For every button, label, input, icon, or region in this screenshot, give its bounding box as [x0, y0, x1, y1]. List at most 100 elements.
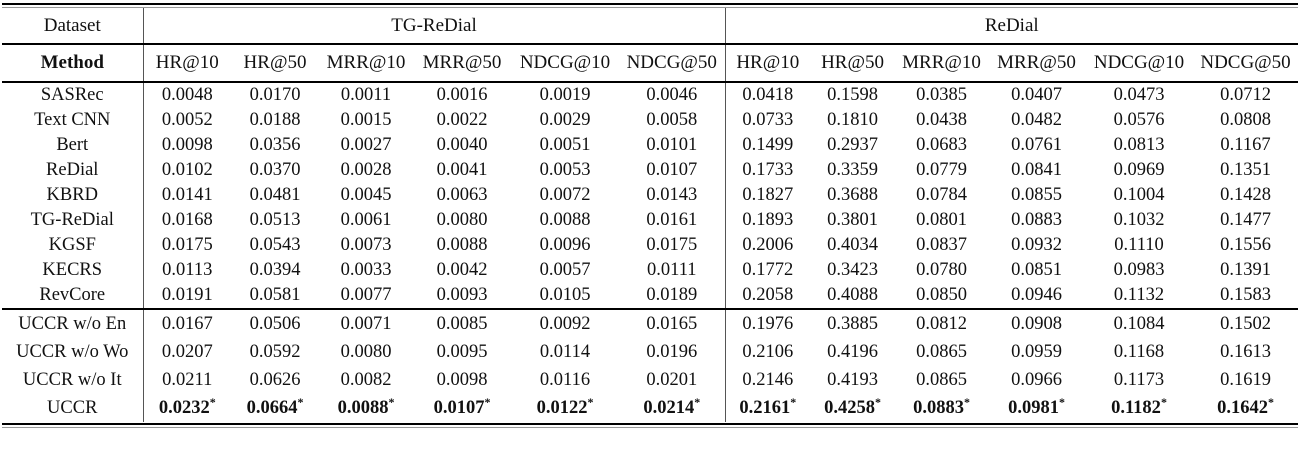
value-cell: 0.2937	[827, 135, 878, 155]
value-cell: 0.0394	[249, 260, 301, 280]
value-cell: 0.0111	[619, 258, 726, 283]
value-cell: 0.0932	[1011, 235, 1062, 255]
value-cell: 0.0040	[436, 135, 488, 155]
value-cell: 0.1772	[742, 260, 794, 280]
table-row: ReDial 0.0102 0.0370 0.0028 0.0041 0.0053 0.01…	[2, 158, 1298, 183]
value-cell: 0.0071	[319, 308, 413, 338]
value-cell: 0.0761	[1011, 135, 1062, 155]
metric-header: NDCG@50	[619, 44, 726, 83]
value-cell: 0.1556	[1220, 235, 1271, 255]
value-cell: 0.0096	[539, 235, 591, 255]
value-cell: 0.1827	[742, 185, 794, 205]
value-cell: 0.2106	[742, 341, 794, 362]
table-row: Bert 0.0098 0.0356 0.0027 0.0040 0.0051 0.0101…	[2, 133, 1298, 158]
table-row: Text CNN 0.0052 0.0188 0.0015 0.0022 0.0029 0.…	[2, 108, 1298, 133]
value-cell: 0.0865	[916, 369, 967, 390]
method-cell: Bert	[2, 133, 144, 158]
method-cell: UCCR	[2, 394, 144, 422]
metric-header: HR@10	[725, 44, 811, 83]
value-cell: 0.0784	[916, 185, 967, 205]
value-cell: 0.0098	[436, 369, 488, 390]
value-cell: 0.0029	[539, 110, 591, 130]
value-cell: 0.0116	[539, 369, 591, 390]
value-cell: 0.1598	[827, 85, 878, 105]
value-cell: 0.0356	[249, 135, 301, 155]
value-cell: 0.0418	[742, 85, 794, 105]
value-cell: 0.0113	[162, 260, 213, 280]
table-row: KECRS 0.0113 0.0394 0.0033 0.0042 0.0057 0.011…	[2, 258, 1298, 283]
value-cell: 0.0214*	[619, 394, 726, 422]
significance-marker: *	[1160, 394, 1167, 409]
value-cell: 0.0033	[340, 260, 392, 280]
value-cell: 0.0683	[916, 135, 967, 155]
value-cell: 0.0098	[161, 135, 213, 155]
table-row: SASRec 0.0048 0.0170 0.0011 0.0016 0.0019 0.00…	[2, 82, 1298, 108]
uccr-rows-section: UCCR w/o En 0.0167 0.0506 0.0071 0.0085 0.009…	[2, 308, 1299, 422]
value-cell: 0.0088	[539, 210, 591, 230]
value-cell: 0.0983	[1113, 260, 1165, 280]
table-row: UCCR w/o Wo 0.0207 0.0592 0.0080 0.0095 0.011…	[2, 338, 1298, 366]
value-cell: 0.0175	[619, 233, 726, 258]
bottom-rule-thin	[2, 427, 1298, 428]
value-cell: 0.4034	[827, 235, 878, 255]
value-cell: 0.1168	[1113, 341, 1165, 362]
bottom-rule	[2, 423, 1298, 425]
value-cell: 0.0211	[162, 369, 213, 390]
results-table: Dataset TG-ReDial ReDial Method HR@10 HR@…	[2, 3, 1299, 428]
top-rule	[2, 3, 1298, 5]
value-cell: 0.0019	[539, 85, 591, 105]
method-cell: KBRD	[2, 183, 144, 208]
value-cell: 0.0045	[340, 185, 392, 205]
value-cell: 0.0051	[539, 135, 591, 155]
value-cell: 0.0513	[249, 210, 301, 230]
value-cell: 0.0812	[895, 308, 989, 338]
significance-marker: *	[963, 394, 970, 409]
metric-header: NDCG@50	[1193, 44, 1299, 83]
significance-marker: *	[874, 394, 881, 409]
value-cell: 0.0407	[1011, 85, 1062, 105]
value-cell: 0.0088*	[337, 394, 395, 418]
metric-header: MRR@50	[988, 44, 1086, 83]
table-row: KGSF 0.0175 0.0543 0.0073 0.0088 0.0096 0.0175…	[2, 233, 1298, 258]
value-cell: 0.0101	[619, 133, 726, 158]
table-row: RevCore 0.0191 0.0581 0.0077 0.0093 0.0105 0.0…	[2, 283, 1298, 309]
value-cell: 0.0143	[619, 183, 726, 208]
value-cell: 0.0370	[249, 160, 301, 180]
value-cell: 0.0105	[539, 285, 591, 305]
value-cell: 0.3801	[827, 210, 878, 230]
table-row: TG-ReDial 0.0168 0.0513 0.0061 0.0080 0.0088 0…	[2, 208, 1298, 233]
value-cell: 0.0093	[436, 285, 488, 305]
value-cell: 0.0981*	[1008, 394, 1065, 418]
value-cell: 0.0841	[1011, 160, 1062, 180]
method-label: Method	[2, 44, 144, 83]
metric-header-row: Method HR@10 HR@50 MRR@10 MRR@50 NDCG@10 NDCG…	[2, 44, 1299, 83]
table-row: KBRD 0.0141 0.0481 0.0045 0.0063 0.0072 0.0143…	[2, 183, 1298, 208]
value-cell: 0.0837	[916, 235, 967, 255]
dataset-label: Dataset	[2, 8, 144, 45]
value-cell: 0.2161*	[739, 394, 797, 418]
value-cell: 0.0855	[1011, 185, 1062, 205]
value-cell: 0.0959	[1011, 341, 1062, 362]
value-cell: 0.0946	[1011, 285, 1062, 305]
value-cell: 0.0167	[143, 308, 231, 338]
value-cell: 0.0048	[161, 85, 213, 105]
value-cell: 0.0543	[249, 235, 301, 255]
group-header-redial: ReDial	[725, 8, 1299, 45]
value-cell: 0.1351	[1220, 160, 1271, 180]
value-cell: 0.0042	[436, 260, 488, 280]
value-cell: 0.0088	[436, 235, 488, 255]
value-cell: 0.1810	[827, 110, 878, 130]
metrics-table: Dataset TG-ReDial ReDial Method HR@10 HR@…	[2, 8, 1299, 422]
value-cell: 0.0058	[619, 108, 726, 133]
value-cell: 0.0712	[1220, 85, 1271, 105]
metric-header: HR@50	[231, 44, 319, 83]
value-cell: 0.0581	[249, 285, 301, 305]
value-cell: 0.1132	[1113, 285, 1165, 305]
value-cell: 0.0077	[340, 285, 392, 305]
value-cell: 0.0080	[340, 341, 392, 362]
value-cell: 0.0576	[1113, 110, 1165, 130]
value-cell: 0.1004	[1113, 185, 1165, 205]
value-cell: 0.0011	[340, 85, 392, 105]
value-cell: 0.4196	[827, 341, 878, 362]
table-row: UCCR w/o En 0.0167 0.0506 0.0071 0.0085 0.009…	[2, 308, 1299, 338]
